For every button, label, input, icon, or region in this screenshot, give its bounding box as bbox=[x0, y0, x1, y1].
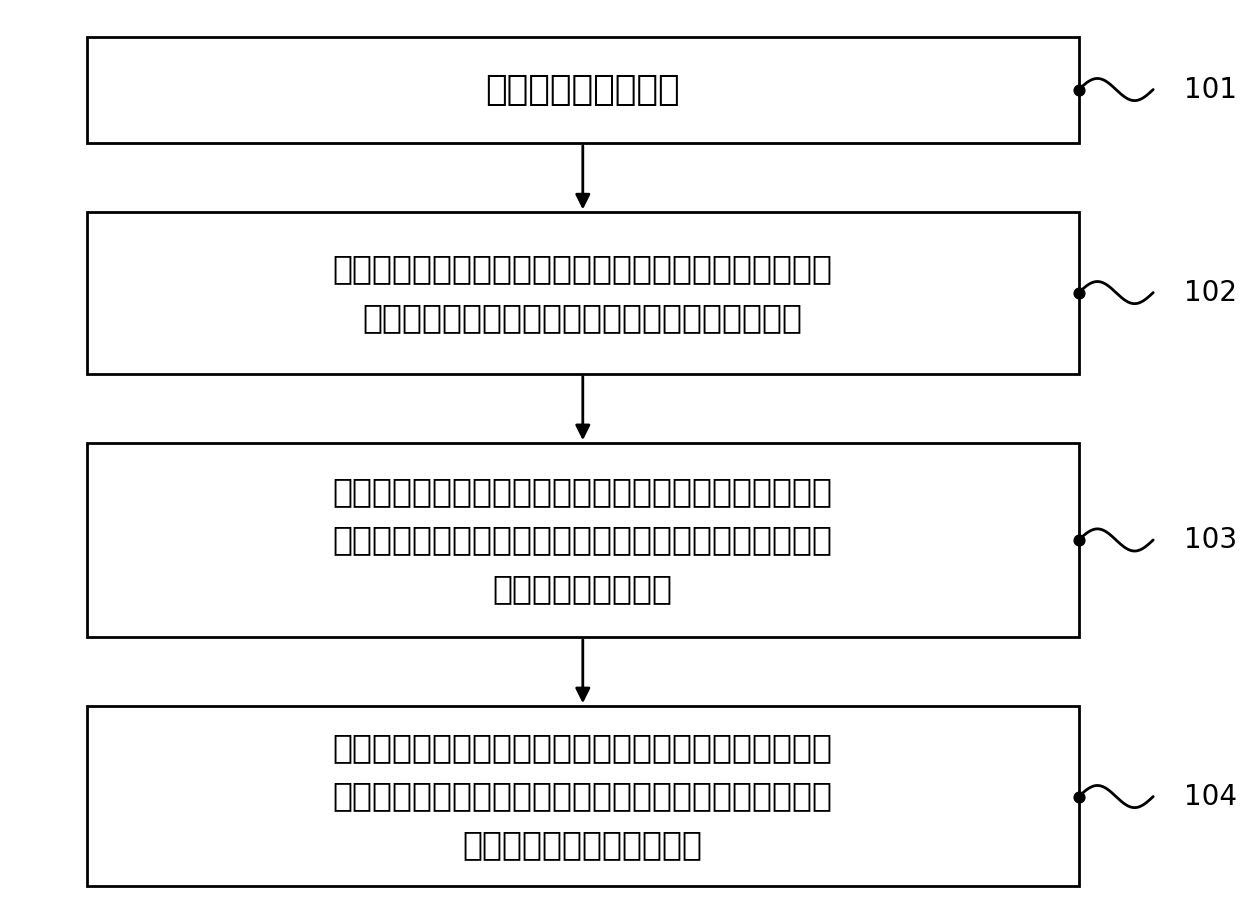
Text: 将数据同步的变更应用中断断开之后存储到所述第一主数
据副本中的增量数据分别导入增量同步到所述第二主数据
副本、所述第二备数据副本: 将数据同步的变更应用中断断开之后存储到所述第一主数 据副本中的增量数据分别导入增… bbox=[332, 731, 833, 861]
Bar bbox=[87, 37, 1079, 143]
Text: 根据所述数据重分布请求将第一节点中的第一主数据副本
、第一备数据副本之间的数据同步的变更应用中断: 根据所述数据重分布请求将第一节点中的第一主数据副本 、第一备数据副本之间的数据同… bbox=[332, 252, 833, 334]
Text: 102: 102 bbox=[1184, 279, 1238, 306]
Bar bbox=[87, 706, 1079, 886]
Text: 将所述第一备数据副本的物理表空间导出生成表空间文件
，将所述表空间文件分别拷贝到第二节点的第二主数据副
本、第二备数据副本: 将所述第一备数据副本的物理表空间导出生成表空间文件 ，将所述表空间文件分别拷贝到… bbox=[332, 474, 833, 605]
Point bbox=[1069, 533, 1089, 547]
Text: 104: 104 bbox=[1184, 783, 1238, 810]
Point bbox=[1069, 789, 1089, 804]
Text: 101: 101 bbox=[1184, 76, 1238, 103]
Bar bbox=[87, 443, 1079, 637]
Bar bbox=[87, 212, 1079, 374]
Text: 接收数据重分布请求: 接收数据重分布请求 bbox=[486, 73, 680, 107]
Text: 103: 103 bbox=[1184, 526, 1238, 554]
Point bbox=[1069, 285, 1089, 300]
Point bbox=[1069, 82, 1089, 97]
